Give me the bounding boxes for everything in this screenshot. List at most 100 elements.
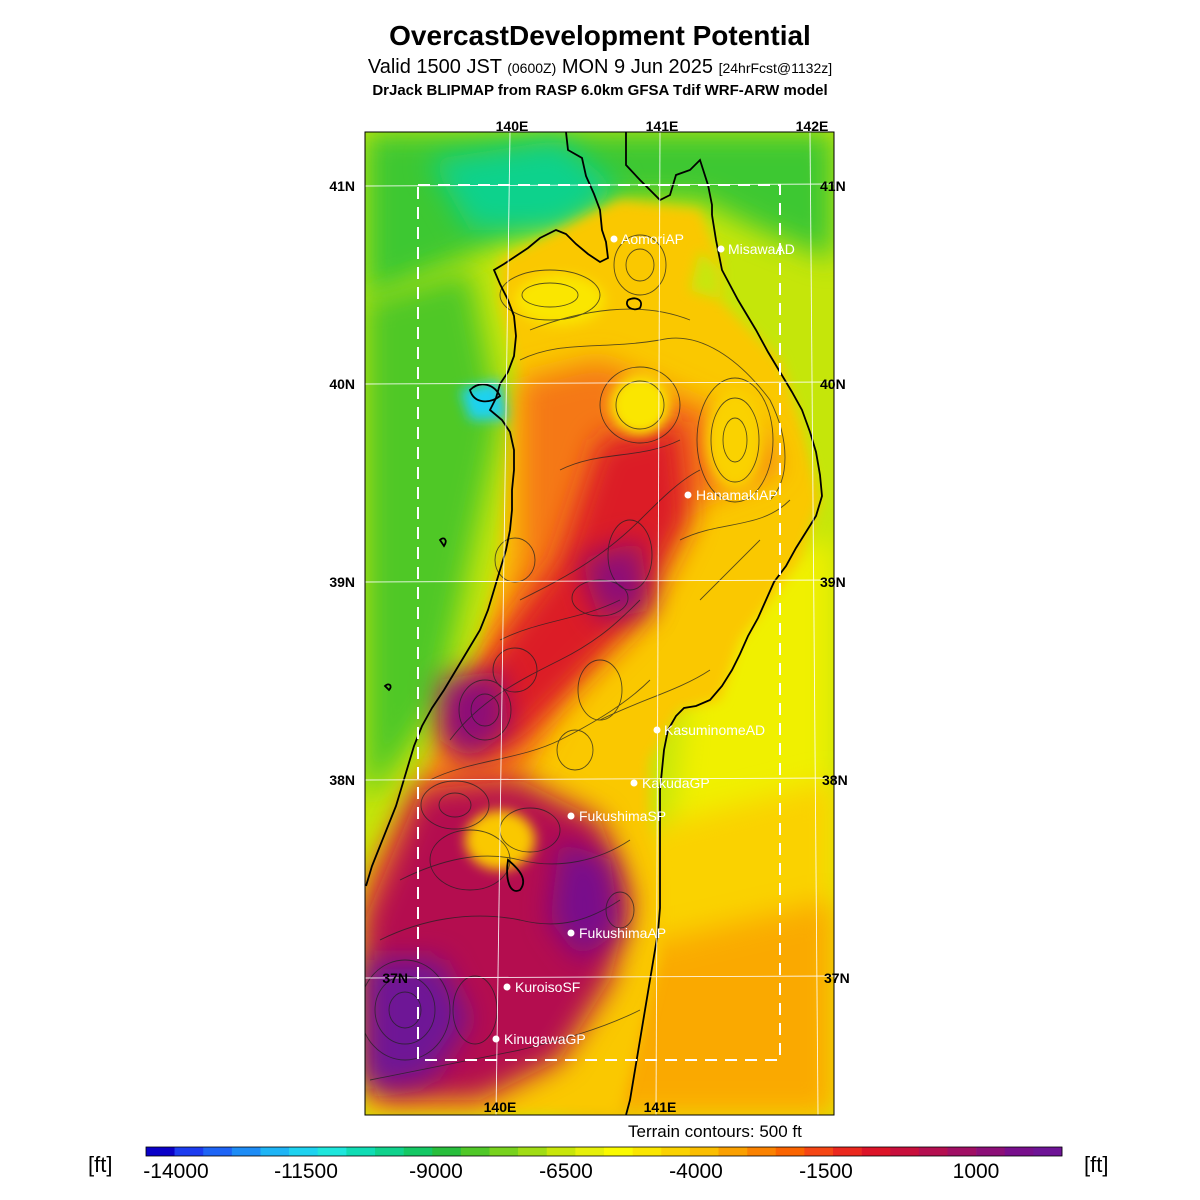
forecast-info: [24hrFcst@1132z] xyxy=(718,60,833,76)
lat-label-left-37: 37N xyxy=(382,970,408,986)
station-dot xyxy=(567,812,575,820)
lat-label-left-38: 38N xyxy=(329,772,355,788)
lat-label-left-40: 40N xyxy=(329,376,355,392)
colorbar-label: -9000 xyxy=(409,1160,463,1183)
lat-label-left-39: 39N xyxy=(329,574,355,590)
valid-date: MON 9 Jun 2025 xyxy=(561,56,714,78)
station-label: FukushimaAP xyxy=(579,925,666,941)
lon-label-top-142: 142E xyxy=(796,118,829,134)
station-dot xyxy=(630,779,638,787)
inner-domain-box xyxy=(417,184,781,1061)
station-kuroisosf[interactable]: KuroisoSF xyxy=(503,979,581,995)
colorbar-swatch xyxy=(203,1147,233,1156)
colorbar-label: -14000 xyxy=(143,1160,209,1183)
station-label: HanamakiAP xyxy=(696,487,778,503)
colorbar-swatch xyxy=(174,1147,204,1156)
station-misawaad[interactable]: MisawaAD xyxy=(717,241,795,257)
colorbar-swatch xyxy=(804,1147,834,1156)
station-label: MisawaAD xyxy=(728,241,795,257)
lat-label-right-38: 38N xyxy=(822,772,848,788)
colorbar-swatch xyxy=(346,1147,376,1156)
colorbar-swatch xyxy=(575,1147,605,1156)
colorbar-swatch xyxy=(947,1147,977,1156)
colorbar-swatch xyxy=(518,1147,548,1156)
model-line: DrJack BLIPMAP from RASP 6.0km GFSA Tdif… xyxy=(372,82,828,99)
colorbar-swatch xyxy=(718,1147,748,1156)
colorbar-swatch xyxy=(260,1147,290,1156)
colorbar-label: -1500 xyxy=(799,1160,853,1183)
colorbar-swatch xyxy=(403,1147,433,1156)
colorbar-swatch xyxy=(1033,1147,1063,1156)
colorbar-swatch xyxy=(489,1147,519,1156)
colorbar-swatch xyxy=(747,1147,777,1156)
station-label: KakudaGP xyxy=(642,775,710,791)
lon-label-bottom-140: 140E xyxy=(484,1099,517,1115)
colorbar-swatch xyxy=(833,1147,862,1156)
station-dot xyxy=(610,235,618,243)
colorbar-swatch xyxy=(861,1147,891,1156)
colorbar-swatch xyxy=(432,1147,462,1156)
lat-label-right-41: 41N xyxy=(820,178,846,194)
station-dot xyxy=(567,929,575,937)
colorbar-swatch xyxy=(775,1147,805,1156)
colorbar-label: -4000 xyxy=(669,1160,723,1183)
colorbar-swatch xyxy=(460,1147,490,1156)
lat-label-right-37: 37N xyxy=(824,970,850,986)
station-fukushimasp[interactable]: FukushimaSP xyxy=(567,808,667,824)
colorbar-swatch xyxy=(976,1147,1006,1156)
terrain-contours-note: Terrain contours: 500 ft xyxy=(628,1122,802,1141)
station-dot xyxy=(717,245,725,253)
lon-label-top-140: 140E xyxy=(496,118,529,134)
station-label: KasuminomeAD xyxy=(664,722,765,738)
lat-label-right-39: 39N xyxy=(820,574,846,590)
valid-time-line: Valid 1500 JST (0600Z) MON 9 Jun 2025 [2… xyxy=(0,56,1200,79)
colorbar-swatch xyxy=(689,1147,719,1156)
valid-utc: (0600Z) xyxy=(507,60,557,76)
station-label: FukushimaSP xyxy=(579,808,666,824)
station-markers: AomoriAP MisawaAD HanamakiAP KasuminomeA… xyxy=(492,231,795,1047)
colorbar xyxy=(145,1146,1063,1157)
colorbar-swatch xyxy=(890,1147,920,1156)
valid-prefix: Valid 1500 JST xyxy=(367,56,502,78)
station-dot xyxy=(503,983,511,991)
station-label: AomoriAP xyxy=(621,231,684,247)
station-aomoriap[interactable]: AomoriAP xyxy=(610,231,685,247)
colorbar-label: -6500 xyxy=(539,1160,593,1183)
map-title: OvercastDevelopment Potential xyxy=(389,20,811,51)
colorbar-unit-right: [ft] xyxy=(1084,1152,1109,1177)
colorbar-swatch xyxy=(918,1147,948,1156)
station-label: KinugawaGP xyxy=(504,1031,586,1047)
station-kakudagp[interactable]: KakudaGP xyxy=(630,775,710,791)
station-dot xyxy=(653,726,661,734)
colorbar-swatch xyxy=(632,1147,662,1156)
station-dot xyxy=(492,1035,500,1043)
lat-label-left-41: 41N xyxy=(329,178,355,194)
station-hanamakiap[interactable]: HanamakiAP xyxy=(684,487,778,503)
colorbar-swatch xyxy=(317,1147,347,1156)
colorbar-label: 1000 xyxy=(952,1160,1000,1183)
colorbar-swatch xyxy=(546,1147,576,1156)
colorbar-swatch xyxy=(1004,1147,1034,1156)
colorbar-border xyxy=(145,1146,1063,1157)
terrain-contours xyxy=(365,234,791,1081)
colorbar-swatch xyxy=(604,1147,633,1156)
colorbar-swatch xyxy=(231,1147,261,1156)
station-kinugawagp[interactable]: KinugawaGP xyxy=(492,1031,586,1047)
colorbar-swatch xyxy=(661,1147,691,1156)
station-label: KuroisoSF xyxy=(515,979,580,995)
colorbar-label: -11500 xyxy=(274,1160,338,1183)
lat-label-right-40: 40N xyxy=(820,376,846,392)
lon-label-top-141: 141E xyxy=(646,118,679,134)
field-layer xyxy=(365,132,834,1115)
lon-label-bottom-141: 141E xyxy=(644,1099,677,1115)
colorbar-swatch xyxy=(375,1147,404,1156)
colorbar-unit-left: [ft] xyxy=(88,1152,113,1177)
station-fukushimaap[interactable]: FukushimaAP xyxy=(567,925,667,941)
plot-frame xyxy=(364,131,835,1116)
colorbar-swatch xyxy=(146,1147,175,1156)
coastline xyxy=(365,132,823,1115)
colorbar-swatch xyxy=(289,1147,319,1156)
station-dot xyxy=(684,491,692,499)
station-kasuminomead[interactable]: KasuminomeAD xyxy=(653,722,766,738)
